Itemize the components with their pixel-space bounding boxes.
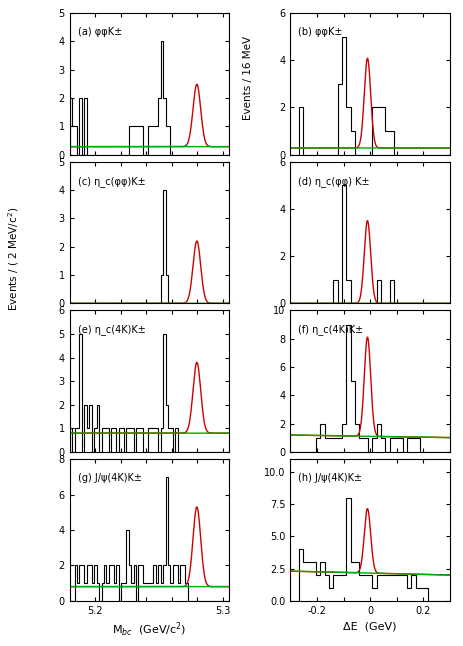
X-axis label: M$_{bc}$  (GeV/c$^2$): M$_{bc}$ (GeV/c$^2$) xyxy=(112,621,186,640)
Text: Events / ( 2 MeV/c$^2$): Events / ( 2 MeV/c$^2$) xyxy=(6,206,21,311)
Text: (g) J/ψ(4K)K±: (g) J/ψ(4K)K± xyxy=(77,474,141,483)
Text: (c) η_c(φφ)K±: (c) η_c(φφ)K± xyxy=(77,176,145,187)
X-axis label: ΔE  (GeV): ΔE (GeV) xyxy=(343,621,396,631)
Text: (b) φφK±: (b) φφK± xyxy=(298,27,342,37)
Text: (h) J/ψ(4K)K±: (h) J/ψ(4K)K± xyxy=(298,474,362,483)
Text: (f) η_c(4K)K±: (f) η_c(4K)K± xyxy=(298,324,363,335)
Text: (e) η_c(4K)K±: (e) η_c(4K)K± xyxy=(77,324,145,335)
Text: (d) η_c(φφ) K±: (d) η_c(φφ) K± xyxy=(298,176,369,187)
Text: Events / 16 MeV: Events / 16 MeV xyxy=(243,36,253,120)
Text: (a) φφK±: (a) φφK± xyxy=(77,27,121,37)
